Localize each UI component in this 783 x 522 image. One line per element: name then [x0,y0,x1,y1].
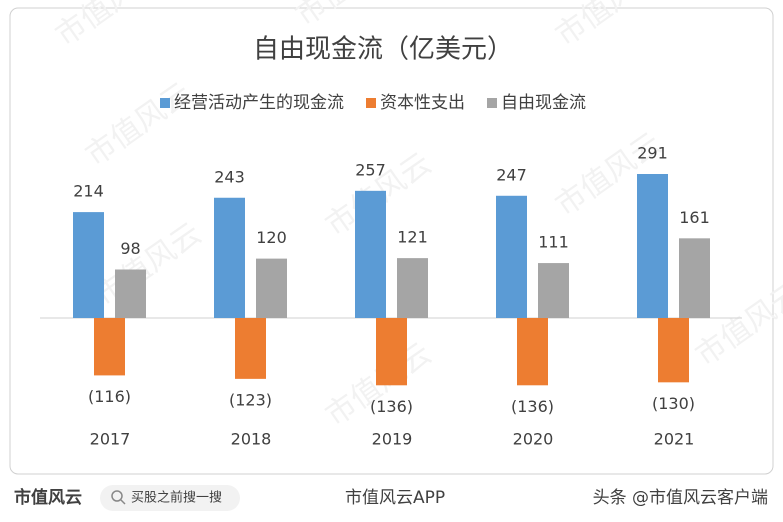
chart-frame [9,7,774,475]
value-label: 257 [355,160,386,179]
legend-marker [366,98,376,108]
x-tick-label: 2020 [513,430,554,449]
bar [517,318,548,386]
value-label: (130) [652,394,695,413]
bar [637,174,668,318]
search-text[interactable]: 买股之前搜一搜 [131,490,222,506]
value-label: (136) [511,397,554,416]
bar [658,318,689,383]
bar [73,212,104,318]
footer-logo: 市值风云 [14,487,82,508]
search-box[interactable] [100,485,240,511]
legend-marker [487,98,497,108]
legend-label: 自由现金流 [501,93,586,113]
x-tick-label: 2018 [231,430,272,449]
bar [538,263,569,318]
x-tick-label: 2017 [90,430,131,449]
legend-marker [160,98,170,108]
search-icon [120,499,126,505]
value-label: (123) [229,390,272,409]
bar [376,318,407,386]
value-label: (136) [370,397,413,416]
bar [397,258,428,318]
chart-title: 自由现金流（亿美元） [253,35,513,65]
value-label: 243 [214,167,245,186]
bar [496,195,527,318]
x-tick-label: 2021 [654,430,695,449]
bar [679,238,710,318]
legend-label: 资本性支出 [380,93,465,113]
legend: 经营活动产生的现金流 资本性支出 自由现金流 [160,93,586,113]
bar [355,190,386,318]
search-icon [111,490,123,502]
plot: 2017 214 (116) 98 2018 243 (123) 120 2019 257 (136… [40,144,742,449]
footer-app: 市值风云APP [345,488,445,508]
value-label: 120 [256,228,287,247]
bar [235,318,266,379]
bar [115,269,146,318]
value-label: (116) [88,387,131,406]
legend-label: 经营活动产生的现金流 [174,93,344,113]
value-label: 291 [637,144,668,163]
footer-source: 头条 @市值风云客户端 [593,488,768,508]
bar [94,318,125,376]
value-label: 161 [679,208,710,227]
bar [214,197,245,318]
value-label: 121 [397,228,428,247]
value-label: 214 [73,182,104,201]
x-tick-label: 2019 [372,430,413,449]
value-label: 247 [496,165,527,184]
bar [256,258,287,318]
value-label: 98 [120,239,140,258]
value-label: 111 [538,233,569,252]
